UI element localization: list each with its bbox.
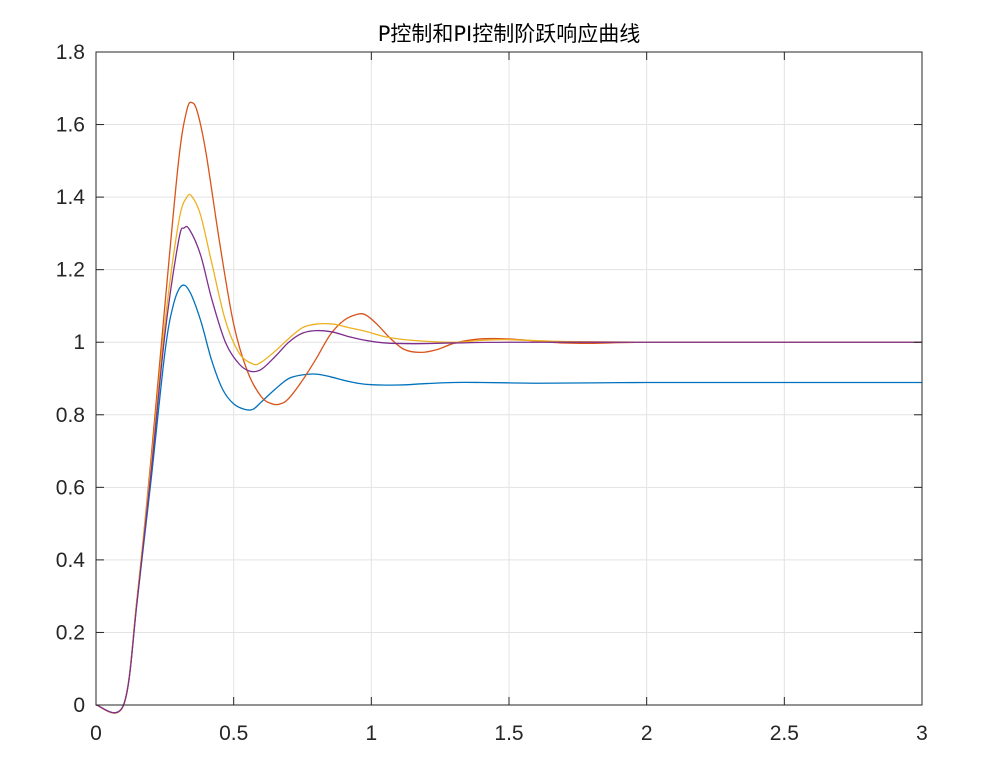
series-line-4 [95,225,922,714]
y-tick-label: 0.6 [56,476,85,499]
x-tick-label: 0 [90,722,102,745]
x-tick-label: 3 [916,722,928,745]
x-tick-label: 2 [641,722,653,745]
x-tick-label: 0.5 [219,722,248,745]
grid [96,52,922,705]
series-layer [95,101,922,714]
y-tick-label: 1.8 [56,41,85,64]
y-tick-label: 0 [73,694,85,717]
y-tick-label: 1.2 [56,259,85,282]
y-tick-label: 0.8 [56,404,85,427]
y-tick-label: 1 [73,331,85,354]
y-tick-label: 0.2 [56,621,85,644]
series-line-3 [95,193,922,714]
ticks [95,51,923,706]
x-tick-label: 1.5 [494,722,523,745]
tick-labels: 0 0.5 1 1.5 2 2.5 3 0 0.2 0.4 0.6 0.8 1 1.2 1.4 1.6 1.8 [56,41,928,745]
y-tick-label: 0.4 [56,549,86,572]
series-line-1 [95,284,922,714]
y-tick-label: 1.4 [56,186,86,209]
chart-title: P控制和PI控制阶跃响应曲线 [378,22,641,46]
x-tick-label: 1 [365,722,377,745]
series-line-2 [95,101,922,714]
x-tick-label: 2.5 [770,722,799,745]
y-tick-label: 1.6 [56,114,85,137]
